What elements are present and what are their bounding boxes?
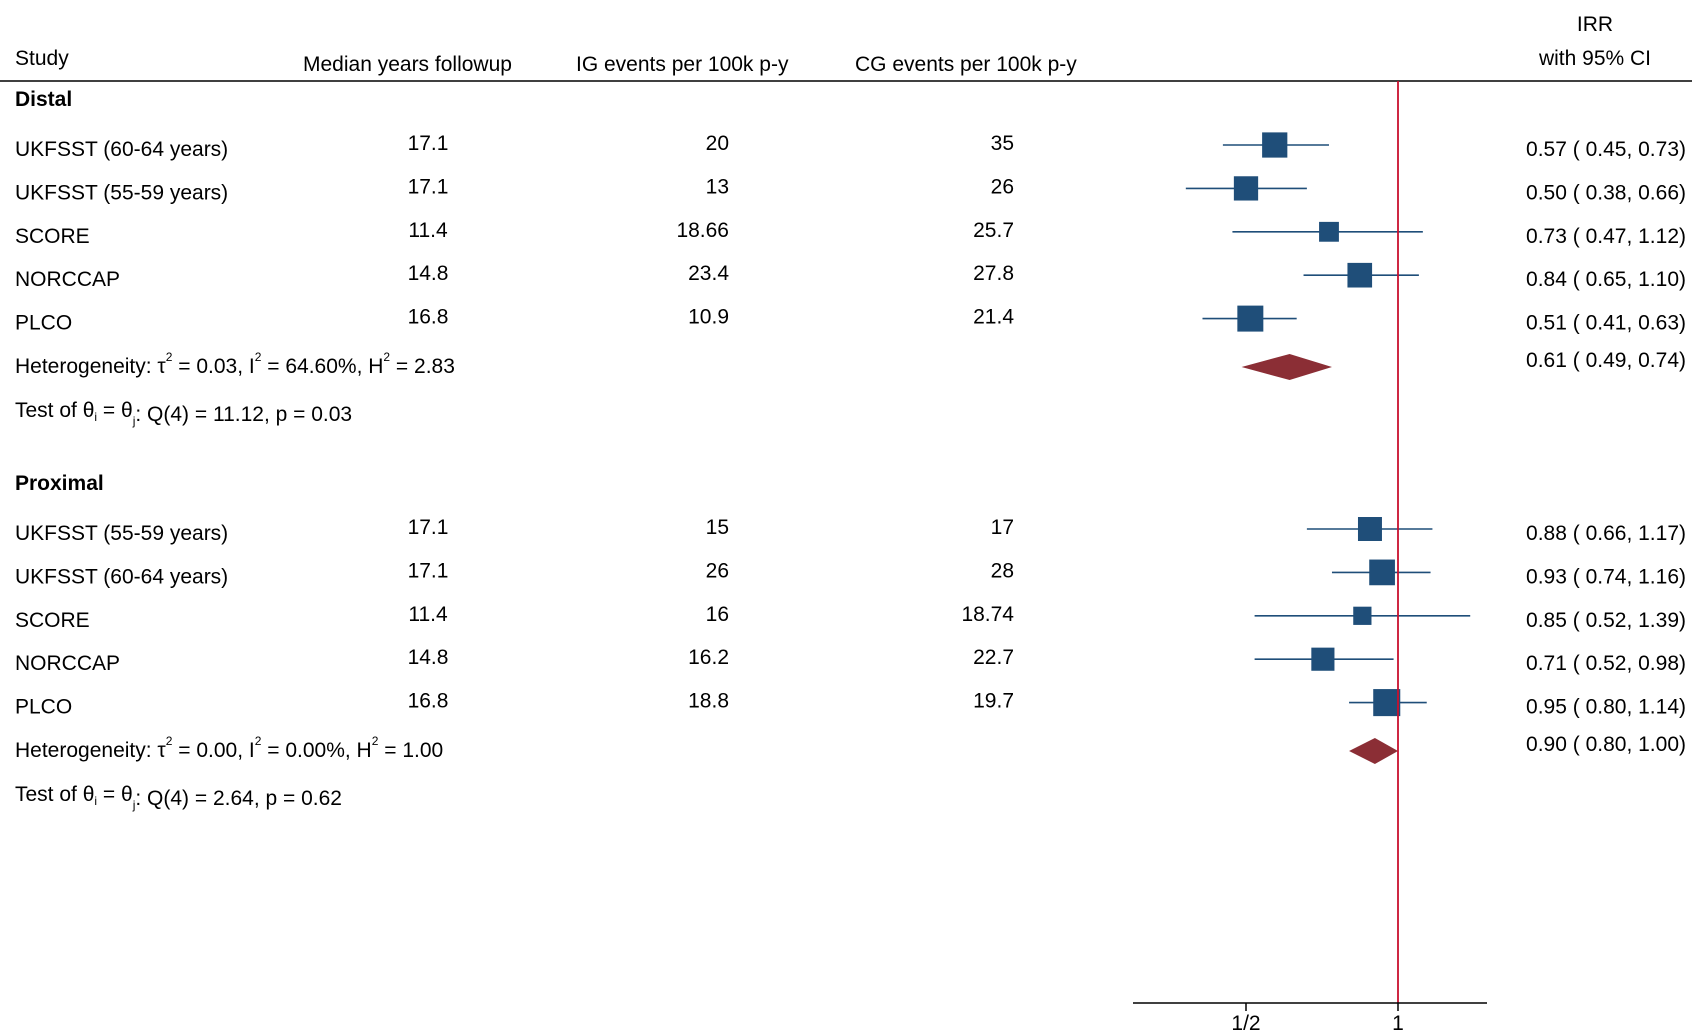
irr-value: 0.85 ( 0.52, 1.39) — [1526, 609, 1686, 632]
study-rows: Distal UKFSST (60-64 years) 17.1 20 35 0.57 (… — [15, 88, 1686, 812]
group-label: Distal — [15, 88, 72, 111]
ig-value: 13 — [706, 175, 729, 198]
header: IRR with 95% CI Study Median years follo… — [0, 13, 1692, 82]
study-name: SCORE — [15, 225, 90, 248]
irr-value: 0.73 ( 0.47, 1.12) — [1526, 225, 1686, 248]
irr-value: 0.95 ( 0.80, 1.14) — [1526, 696, 1686, 719]
pooled-diamond — [1349, 738, 1398, 764]
ci-label: with 95% CI — [1538, 47, 1651, 70]
irr-value: 0.57 ( 0.45, 0.73) — [1526, 138, 1686, 161]
ig-value: 18.66 — [676, 219, 729, 242]
pooled-irr-value: 0.90 ( 0.80, 1.00) — [1526, 733, 1686, 756]
study-name: PLCO — [15, 312, 72, 335]
study-name: NORCCAP — [15, 652, 120, 675]
followup-value: 17.1 — [408, 559, 449, 582]
study-name: SCORE — [15, 609, 90, 632]
followup-value: 11.4 — [408, 219, 448, 242]
pooled-irr-value: 0.61 ( 0.49, 0.74) — [1526, 349, 1686, 372]
ig-value: 16.2 — [688, 646, 729, 669]
column-header-cg: CG events per 100k p-y — [855, 53, 1077, 76]
followup-value: 14.8 — [408, 262, 449, 285]
study-marker — [1311, 647, 1335, 671]
cg-value: 28 — [991, 559, 1014, 582]
ig-value: 26 — [706, 559, 729, 582]
effect-label: IRR — [1577, 13, 1613, 36]
followup-value: 14.8 — [408, 646, 449, 669]
column-header-study: Study — [15, 47, 69, 70]
study-name: NORCCAP — [15, 268, 120, 291]
study-name: UKFSST (60-64 years) — [15, 138, 228, 161]
study-marker — [1233, 176, 1259, 201]
plot-marks — [1185, 81, 1471, 1003]
cg-value: 18.74 — [961, 603, 1014, 626]
ig-value: 18.8 — [688, 690, 729, 713]
study-marker — [1347, 262, 1373, 288]
study-marker — [1373, 689, 1401, 717]
cg-value: 26 — [991, 175, 1014, 198]
homogeneity-test: Test of θi = θj: Q(4) = 11.12, p = 0.03 — [15, 399, 352, 428]
cg-value: 22.7 — [973, 646, 1014, 669]
heterogeneity-stats: Heterogeneity: τ2 = 0.00, I2 = 0.00%, H2… — [15, 734, 443, 762]
study-marker — [1357, 517, 1382, 541]
cg-value: 25.7 — [973, 219, 1014, 242]
cg-value: 21.4 — [973, 306, 1014, 329]
irr-value: 0.88 ( 0.66, 1.17) — [1526, 522, 1686, 545]
study-marker — [1353, 606, 1372, 625]
ig-value: 10.9 — [688, 306, 729, 329]
x-axis: 1/2 1 — [1133, 1002, 1487, 1035]
irr-value: 0.71 ( 0.52, 0.98) — [1526, 652, 1686, 675]
irr-value: 0.50 ( 0.38, 0.66) — [1526, 181, 1686, 204]
followup-value: 17.1 — [408, 175, 449, 198]
followup-value: 11.4 — [408, 603, 448, 626]
followup-value: 16.8 — [408, 306, 449, 329]
study-marker — [1319, 221, 1339, 242]
heterogeneity-stats: Heterogeneity: τ2 = 0.03, I2 = 64.60%, H… — [15, 350, 455, 378]
cg-value: 35 — [991, 132, 1014, 155]
irr-value: 0.93 ( 0.74, 1.16) — [1526, 565, 1686, 588]
cg-value: 19.7 — [973, 690, 1014, 713]
ig-value: 23.4 — [688, 262, 729, 285]
x-tick-label: 1 — [1392, 1012, 1404, 1035]
irr-value: 0.84 ( 0.65, 1.10) — [1526, 268, 1686, 291]
ig-value: 20 — [706, 132, 729, 155]
study-marker — [1262, 132, 1288, 158]
cg-value: 17 — [991, 516, 1014, 539]
pooled-diamond — [1241, 354, 1332, 380]
ig-value: 15 — [706, 516, 729, 539]
homogeneity-test: Test of θi = θj: Q(4) = 2.64, p = 0.62 — [15, 783, 342, 812]
x-tick-label: 1/2 — [1231, 1012, 1260, 1035]
study-name: PLCO — [15, 696, 72, 719]
column-header-followup: Median years followup — [303, 53, 512, 76]
study-marker — [1237, 305, 1264, 332]
study-name: UKFSST (60-64 years) — [15, 565, 228, 588]
ig-value: 16 — [706, 603, 729, 626]
cg-value: 27.8 — [973, 262, 1014, 285]
study-name: UKFSST (55-59 years) — [15, 181, 228, 204]
irr-value: 0.51 ( 0.41, 0.63) — [1526, 312, 1686, 335]
group-label: Proximal — [15, 472, 104, 495]
followup-value: 17.1 — [408, 132, 449, 155]
study-name: UKFSST (55-59 years) — [15, 522, 228, 545]
followup-value: 16.8 — [408, 690, 449, 713]
followup-value: 17.1 — [408, 516, 449, 539]
column-header-ig: IG events per 100k p-y — [576, 53, 789, 76]
study-marker — [1369, 559, 1395, 586]
